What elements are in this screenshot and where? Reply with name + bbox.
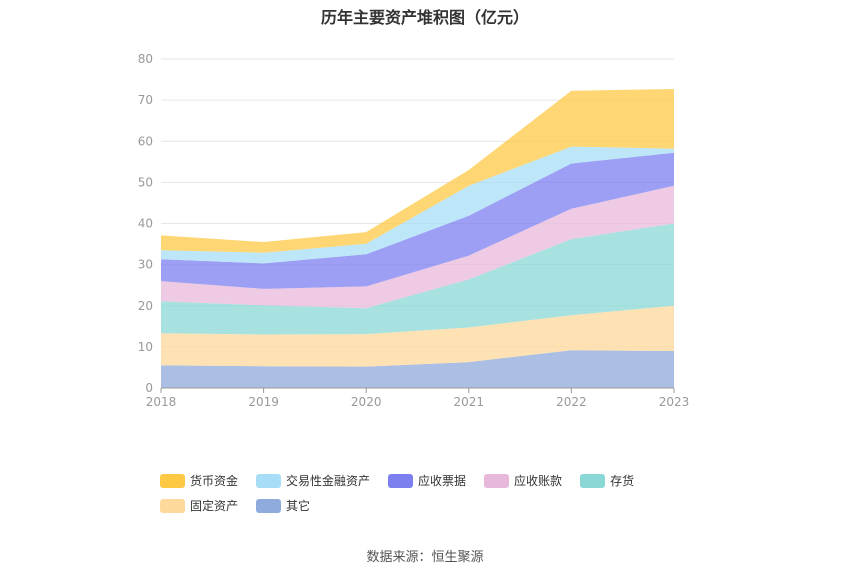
area-交易性金融资产[interactable] [161, 146, 674, 264]
legend-label: 货币资金 [190, 474, 239, 488]
legend-label: 应收票据 [418, 474, 467, 488]
legend-item[interactable]: 交易性金融资产 [256, 472, 370, 489]
legend-label: 其它 [286, 499, 311, 513]
legend-swatch [580, 473, 606, 488]
y-tick-label: 0 [145, 381, 153, 395]
area-应收票据[interactable] [161, 152, 674, 289]
legend-swatch [160, 473, 185, 488]
legend-label: 存货 [610, 474, 635, 488]
legend-item[interactable]: 应收账款 [484, 472, 562, 489]
x-tick-label: 2022 [556, 395, 587, 409]
y-tick-label: 50 [138, 175, 153, 189]
legend-label: 交易性金融资产 [286, 474, 371, 488]
legend-item[interactable]: 存货 [580, 472, 634, 489]
area-应收账款[interactable] [161, 185, 674, 309]
legend-swatch [256, 473, 282, 488]
legend-item[interactable]: 其它 [256, 497, 310, 514]
area-其它[interactable] [161, 350, 674, 388]
area-货币资金[interactable] [161, 89, 674, 253]
legend-item[interactable]: 应收票据 [388, 472, 466, 489]
y-tick-label: 10 [138, 340, 153, 354]
x-tick-label: 2023 [659, 395, 690, 409]
legend-label: 应收账款 [514, 474, 563, 488]
x-tick-label: 2019 [248, 395, 279, 409]
legend-swatch [256, 498, 282, 513]
legend: 货币资金 交易性金融资产 应收票据 应收账款 存货固定资产 其它 [160, 472, 720, 522]
y-tick-label: 60 [138, 134, 153, 148]
legend-swatch [484, 473, 510, 488]
y-tick-label: 40 [138, 217, 153, 231]
x-tick-label: 2020 [351, 395, 382, 409]
legend-swatch [160, 498, 185, 513]
axes: 0 10 20 30 40 50 60 70 80 2018 2019 2020 2021 2022 202… [138, 52, 690, 409]
data-source: 数据来源：恒生聚源 [366, 550, 484, 565]
y-tick-label: 20 [138, 299, 153, 313]
chart-title: 历年主要资产堆积图（亿元） [320, 8, 529, 27]
area-存货[interactable] [161, 223, 674, 335]
legend-item[interactable]: 固定资产 [160, 497, 238, 514]
area-series [161, 89, 674, 388]
legend-label: 固定资产 [190, 499, 239, 513]
x-tick-label: 2021 [454, 395, 485, 409]
legend-swatch [388, 473, 414, 488]
chart-plot: 0 10 20 30 40 50 60 70 80 2018 2019 2020 2021 2022 202… [138, 52, 690, 409]
y-tick-label: 30 [138, 258, 153, 272]
area-固定资产[interactable] [161, 305, 674, 367]
legend-item[interactable]: 货币资金 [160, 472, 238, 489]
x-tick-label: 2018 [146, 395, 177, 409]
y-tick-label: 70 [138, 93, 153, 107]
y-tick-label: 80 [138, 52, 153, 66]
